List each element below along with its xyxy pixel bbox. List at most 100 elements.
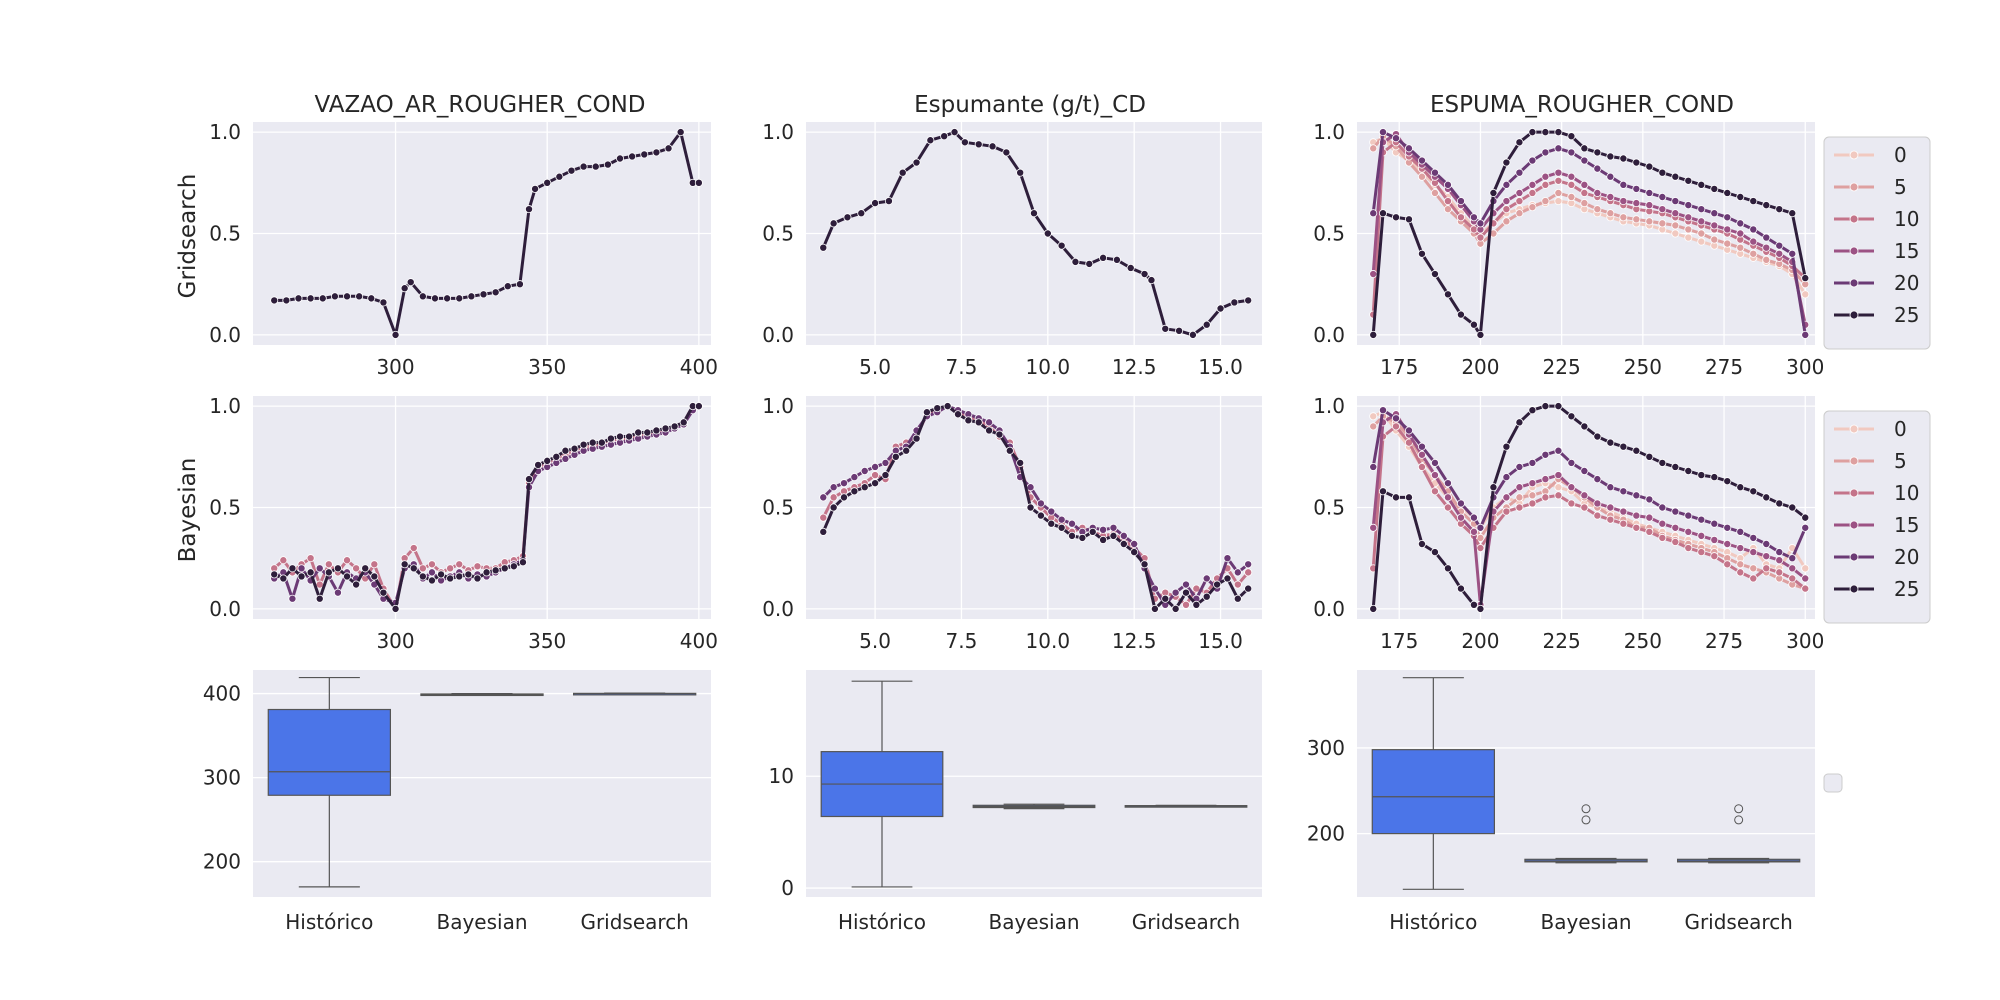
data-point (297, 564, 306, 573)
x-tick-label: Histórico (1389, 910, 1477, 934)
x-tick-label: Histórico (285, 910, 373, 934)
data-point (543, 456, 552, 465)
data-point (1476, 330, 1485, 339)
data-point (1567, 172, 1576, 181)
data-point (467, 292, 476, 301)
data-point (1697, 180, 1706, 189)
data-point (552, 452, 561, 461)
data-point (1528, 188, 1537, 197)
data-point (1541, 128, 1550, 137)
data-point (943, 402, 952, 411)
data-point (1202, 592, 1211, 601)
data-point (1502, 442, 1511, 451)
data-point (1658, 458, 1667, 467)
legend-label: 25 (1894, 577, 1919, 601)
data-point (1016, 168, 1025, 177)
data-point (1244, 584, 1253, 593)
panel-box-espumante: 0 10 Histórico Bayesian Gridsearch (769, 670, 1262, 934)
data-point (1476, 219, 1485, 228)
data-point (409, 564, 418, 573)
data-point (1417, 249, 1426, 258)
data-point (1099, 535, 1108, 544)
data-point (1528, 406, 1537, 415)
data-point (1632, 523, 1641, 532)
data-point (1119, 531, 1128, 540)
data-point (1541, 197, 1550, 206)
data-point (974, 418, 983, 427)
data-point (1554, 144, 1563, 153)
data-point (1658, 219, 1667, 228)
data-point (1216, 304, 1225, 313)
data-point (518, 558, 527, 567)
data-point (1502, 205, 1511, 214)
data-point (473, 562, 482, 571)
data-point (534, 460, 543, 469)
data-point (1391, 493, 1400, 502)
data-point (1606, 193, 1615, 202)
data-point (1202, 320, 1211, 329)
data-point (1684, 176, 1693, 185)
data-point (898, 168, 907, 177)
data-point (1554, 446, 1563, 455)
data-point (1147, 276, 1156, 285)
y-tick-label: 1.0 (209, 120, 241, 144)
data-point (1749, 487, 1758, 496)
data-point (1801, 274, 1810, 283)
data-point (940, 132, 949, 141)
data-point (1161, 594, 1170, 603)
data-point (1430, 188, 1439, 197)
data-point (1554, 491, 1563, 500)
data-point (555, 172, 564, 181)
x-tick-label: 200 (1461, 629, 1499, 653)
data-point (1632, 199, 1641, 208)
data-point (1554, 188, 1563, 197)
data-point (1528, 203, 1537, 212)
data-point (282, 296, 291, 305)
data-point (1710, 519, 1719, 528)
data-point (427, 568, 436, 577)
data-point (1036, 511, 1045, 520)
data-point (1476, 233, 1485, 242)
data-point (1619, 507, 1628, 516)
data-point (1749, 197, 1758, 206)
panel-gridsearch-espuma: 0.0 0.5 1.0 175 200 225 250 275 300 0 5 10 15 20 25 (1313, 120, 1931, 379)
data-point (988, 142, 997, 151)
data-point (270, 570, 279, 579)
y-tick-label: 0.5 (762, 222, 794, 246)
data-point (1723, 539, 1732, 548)
data-point (1606, 438, 1615, 447)
data-point (1736, 527, 1745, 536)
data-point (1671, 523, 1680, 532)
data-point (1580, 180, 1589, 189)
data-point (857, 209, 866, 218)
data-point (418, 572, 427, 581)
data-point (427, 576, 436, 585)
data-point (1502, 180, 1511, 189)
data-point (591, 162, 600, 171)
data-point (676, 128, 685, 137)
box-iqr (267, 708, 391, 796)
data-point (1391, 213, 1400, 222)
data-point (597, 438, 606, 447)
data-point (588, 438, 597, 447)
data-point (1502, 493, 1511, 502)
y-tick-label: 200 (1307, 822, 1345, 846)
data-point (661, 424, 670, 433)
data-point (418, 564, 427, 573)
data-point (306, 554, 315, 563)
data-point (1404, 426, 1413, 435)
data-point (819, 493, 828, 502)
legend-label: 10 (1894, 207, 1919, 231)
data-point (1658, 168, 1667, 177)
data-point (694, 402, 703, 411)
x-tick-label: 300 (376, 629, 414, 653)
data-point (1684, 201, 1693, 210)
y-tick-label: 0.0 (762, 597, 794, 621)
data-point (1002, 148, 1011, 157)
data-point (1567, 132, 1576, 141)
data-point (1404, 215, 1413, 224)
x-tick-label: 10.0 (1026, 629, 1071, 653)
data-point (1456, 310, 1465, 319)
data-point (361, 564, 370, 573)
